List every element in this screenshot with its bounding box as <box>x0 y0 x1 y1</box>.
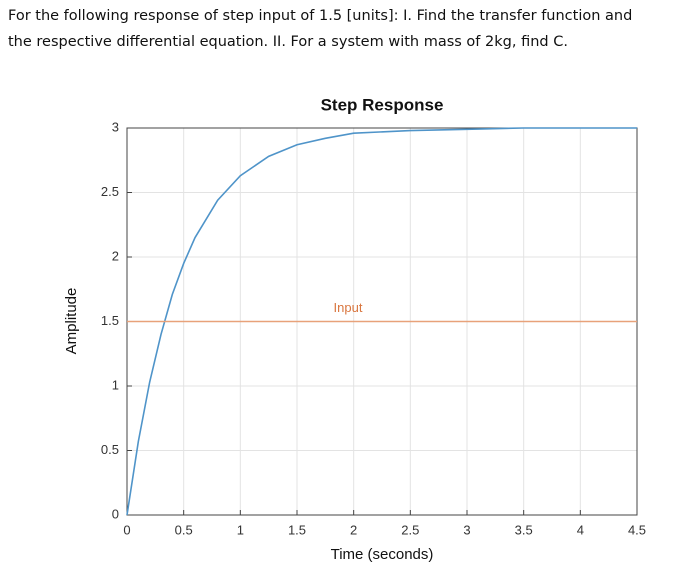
y-tick-label: 0 <box>112 506 119 521</box>
x-tick-label: 4.5 <box>628 522 646 537</box>
x-tick-label: 4 <box>577 522 584 537</box>
y-tick-label: 3 <box>112 119 119 134</box>
x-tick-label: 2.5 <box>401 522 419 537</box>
y-tick-label: 1 <box>112 377 119 392</box>
x-tick-label: 0 <box>123 522 130 537</box>
y-tick-label: 2 <box>112 248 119 263</box>
x-tick-label: 2 <box>350 522 357 537</box>
y-axis-label: Amplitude <box>63 288 80 355</box>
y-tick-label: 1.5 <box>101 313 119 328</box>
y-tick-label: 2.5 <box>101 184 119 199</box>
chart-title: Step Response <box>321 95 444 114</box>
line <box>126 127 637 516</box>
series-label: Input <box>334 300 363 315</box>
question-line: the respective differential equation. II… <box>8 34 568 50</box>
x-tick-label: 3.5 <box>515 522 533 537</box>
question-line: For the following response of step input… <box>8 8 633 24</box>
x-tick-label: 1 <box>237 522 244 537</box>
y-tick-label: 0.5 <box>101 442 119 457</box>
x-tick-label: 3 <box>463 522 470 537</box>
x-tick-label: 1.5 <box>288 522 306 537</box>
x-axis-label: Time (seconds) <box>331 546 434 563</box>
x-tick-label: 0.5 <box>175 522 193 537</box>
